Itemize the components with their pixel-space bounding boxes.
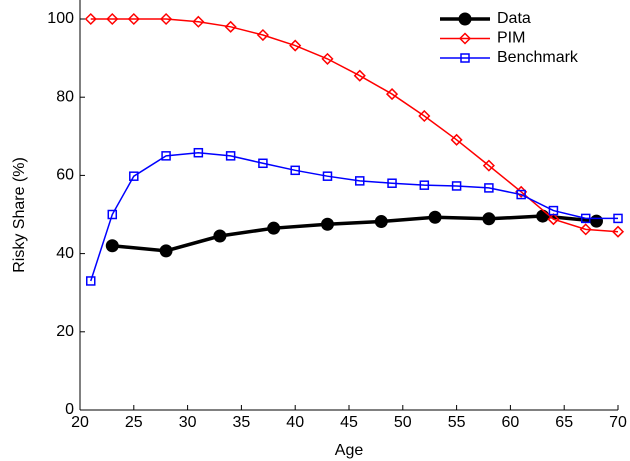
data-point [159,244,173,258]
data-point [106,12,119,26]
data-point [387,178,397,188]
data-point [105,239,119,253]
series-line [112,214,597,253]
data-point [224,20,237,33]
data-point [86,276,96,286]
data-point [353,69,366,82]
legend-label: PIM [497,30,525,47]
y-tick-label: 20 [56,323,74,340]
x-tick-label: 35 [233,414,251,431]
y-tick-label: 80 [56,88,74,105]
x-tick-label: 30 [179,414,197,431]
data-point [385,88,399,101]
legend-label: Benchmark [497,49,579,66]
data-point [258,158,268,169]
legend-label: Data [497,10,531,27]
data-point [289,39,302,52]
data-point [355,176,365,186]
series-line [90,151,618,282]
data-point [374,215,388,229]
data-point [84,12,97,26]
x-tick-label: 70 [609,414,627,431]
data-point [611,225,625,238]
data-point [161,151,171,161]
legend-marker [458,32,472,45]
x-axis-label: Age [335,442,364,459]
data-point [225,151,236,161]
data-point [290,165,300,176]
data-point [160,12,173,26]
x-tick-label: 65 [555,414,573,431]
data-point [213,229,227,243]
data-point [320,217,334,231]
x-tick-label: 25 [125,414,143,431]
data-point [267,221,281,235]
data-point [193,147,204,158]
y-tick-label: 40 [56,245,74,262]
data-point [419,180,430,190]
data-point [482,159,495,172]
legend-marker [460,53,470,63]
data-point [107,209,118,220]
data-point [579,223,592,236]
data-point [256,28,269,42]
x-tick-label: 55 [448,414,466,431]
data-point [451,181,462,191]
data-point [322,171,333,181]
data-point [450,133,463,146]
data-point [580,213,591,224]
data-point [589,214,603,228]
data-point [192,15,205,28]
data-point [536,209,550,223]
x-tick-label: 40 [286,414,304,431]
y-tick-label: 60 [56,167,74,184]
data-point [321,52,334,65]
data-point [127,12,140,26]
data-point [418,109,431,123]
data-point [482,212,496,226]
data-point [484,183,494,193]
data-point [613,213,623,224]
x-tick-label: 20 [71,414,89,431]
y-axis-label: Risky Share (%) [11,157,28,273]
x-tick-label: 45 [340,414,358,431]
legend-marker [458,12,472,26]
data-point [129,171,139,181]
y-tick-label: 0 [65,401,74,418]
data-point [548,205,559,216]
data-point [547,213,560,226]
y-tick-label: 100 [47,10,74,27]
x-tick-label: 60 [502,414,520,431]
data-point [516,189,526,200]
data-point [428,210,442,224]
x-tick-label: 50 [394,414,412,431]
